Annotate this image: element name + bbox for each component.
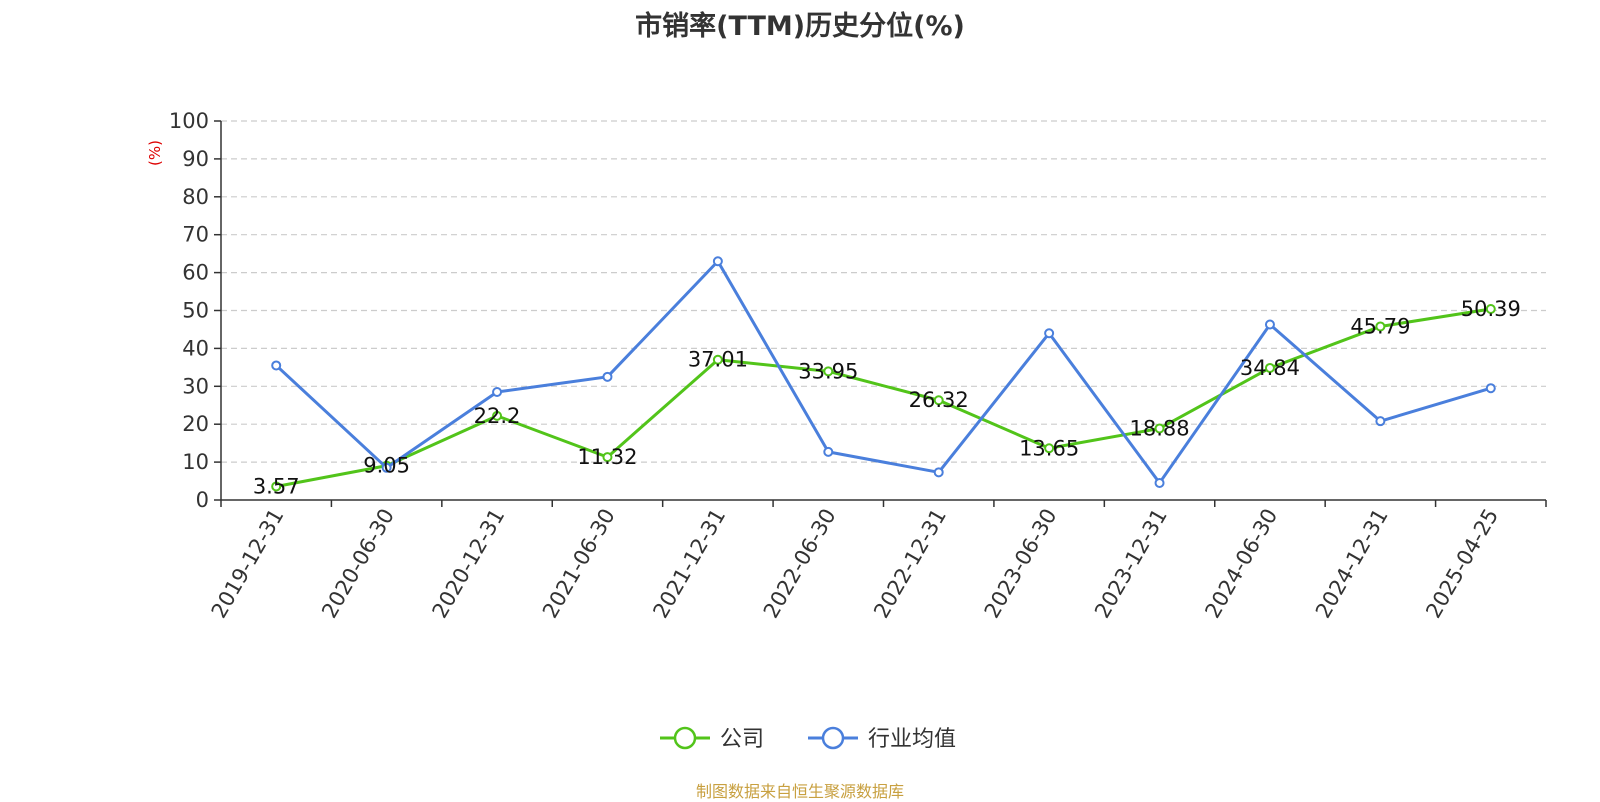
- y-tick-label: 100: [169, 109, 209, 133]
- x-tick-label: 2021-12-31: [648, 505, 730, 623]
- data-label: 50.39: [1461, 297, 1521, 321]
- y-axis-unit-label: (%): [146, 140, 164, 166]
- x-tick-label: 2023-12-31: [1090, 505, 1172, 623]
- data-point-1: [1485, 383, 1496, 394]
- data-point-1: [712, 256, 723, 267]
- series-layer: [271, 256, 1496, 492]
- data-point-1: [492, 386, 503, 397]
- data-label: 11.32: [577, 445, 637, 469]
- data-point-0: [1375, 321, 1386, 332]
- data-point-1: [381, 462, 392, 473]
- data-label: 22.2: [474, 404, 521, 428]
- data-label: 37.01: [688, 348, 748, 372]
- data-point-0: [1044, 443, 1055, 454]
- chart-title: 市销率(TTM)历史分位(%): [635, 11, 965, 42]
- data-label: 34.84: [1240, 356, 1300, 380]
- data-point-0: [271, 481, 282, 492]
- data-label: 45.79: [1350, 314, 1410, 338]
- data-point-1: [933, 467, 944, 478]
- y-tick-label: 40: [182, 336, 209, 360]
- x-tick-label: 2020-06-30: [317, 505, 399, 623]
- data-point-1: [1375, 416, 1386, 427]
- legend-label: 行业均值: [868, 727, 956, 752]
- data-label: 26.32: [909, 388, 969, 412]
- data-point-0: [1154, 423, 1165, 434]
- data-point-1: [1154, 477, 1165, 488]
- data-labels: 3.57 9.05 22.2 11.32 37.01 33.95 26.32 13.65 18.…: [253, 297, 1521, 498]
- data-point-0: [823, 366, 834, 377]
- y-tick-label: 50: [182, 299, 209, 323]
- data-label: 33.95: [798, 359, 858, 383]
- data-label: 13.65: [1019, 436, 1079, 460]
- y-tick-label: 90: [182, 147, 209, 171]
- y-tick-label: 10: [182, 450, 209, 474]
- data-point-0: [1485, 304, 1496, 315]
- x-tick-label: 2022-06-30: [759, 505, 841, 623]
- y-tick-label: 0: [196, 488, 209, 512]
- data-point-0: [602, 452, 613, 463]
- x-tick-label: 2019-12-31: [207, 505, 289, 623]
- x-tick-label: 2023-06-30: [980, 505, 1062, 623]
- x-tick-label: 2024-12-31: [1311, 505, 1393, 623]
- source-note: 制图数据来自恒生聚源数据库: [695, 782, 904, 801]
- y-tick-label: 60: [182, 261, 209, 285]
- x-tick-label: 2021-06-30: [538, 505, 620, 623]
- data-point-1: [1264, 319, 1275, 330]
- legend-swatch-marker: [673, 726, 697, 750]
- legend-label: 公司: [720, 727, 764, 752]
- y-tick-label: 20: [182, 412, 209, 436]
- data-label: 9.05: [363, 454, 410, 478]
- series-line-1: [275, 259, 1492, 485]
- y-tick-label: 30: [182, 374, 209, 398]
- y-tick-label: 70: [182, 223, 209, 247]
- x-tick-label: 2022-12-31: [869, 504, 951, 622]
- data-point-1: [823, 446, 834, 457]
- series-line-0: [275, 307, 1492, 488]
- data-point-0: [492, 410, 503, 421]
- data-point-1: [602, 371, 613, 382]
- data-point-0: [712, 354, 723, 365]
- data-point-1: [1044, 328, 1055, 339]
- legend-swatch-marker: [821, 726, 845, 750]
- x-tick-label: 2024-06-30: [1200, 505, 1282, 623]
- data-point-0: [1264, 362, 1275, 373]
- legend: 公司 行业均值: [660, 726, 956, 752]
- data-point-1: [271, 360, 282, 371]
- data-point-0: [933, 395, 944, 406]
- x-tick-label: 2025-04-25: [1421, 505, 1503, 623]
- data-label: 3.57: [253, 474, 300, 498]
- x-tick-label: 2020-12-31: [428, 504, 510, 622]
- grid-lines: [221, 120, 1546, 463]
- y-tick-label: 80: [182, 185, 209, 209]
- data-label: 18.88: [1129, 416, 1189, 440]
